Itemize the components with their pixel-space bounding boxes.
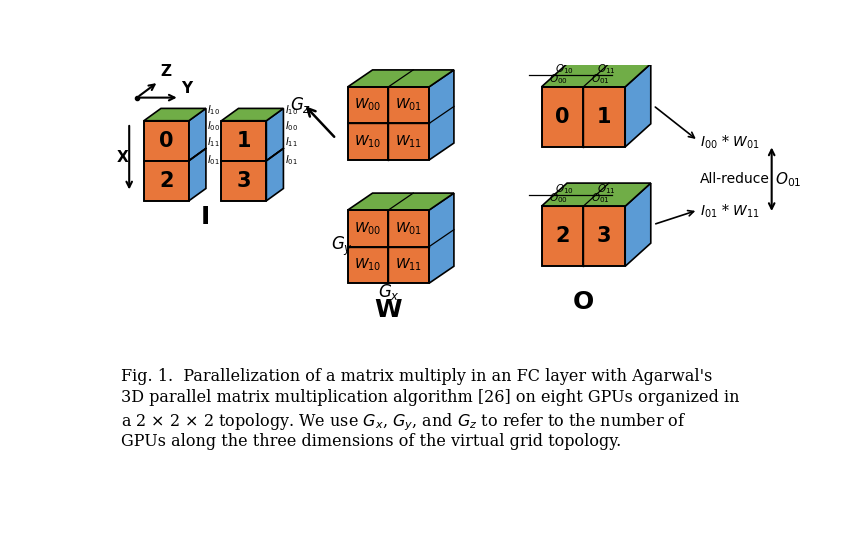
Text: $I_{01}$: $I_{01}$	[207, 153, 220, 168]
Text: Fig. 1.  Parallelization of a matrix multiply in an FC layer with Agarwal's: Fig. 1. Parallelization of a matrix mult…	[121, 368, 713, 385]
Text: $W_{00}$: $W_{00}$	[354, 97, 382, 113]
Text: $I_{00}$: $I_{00}$	[285, 120, 298, 133]
Text: $G_z$: $G_z$	[290, 95, 310, 115]
Text: $O_{11}$: $O_{11}$	[597, 182, 616, 196]
Text: $W_{01}$: $W_{01}$	[396, 97, 422, 113]
Polygon shape	[347, 193, 454, 210]
Text: $G_y$: $G_y$	[331, 235, 353, 258]
Polygon shape	[429, 193, 454, 283]
Polygon shape	[189, 108, 206, 161]
Text: 3: 3	[237, 171, 251, 191]
Polygon shape	[347, 210, 389, 246]
Text: 1: 1	[237, 131, 251, 151]
Text: a 2 $\times$ 2 $\times$ 2 topology. We use $G_x$, $G_y$, and $G_z$ to refer to t: a 2 $\times$ 2 $\times$ 2 topology. We u…	[121, 411, 687, 432]
Polygon shape	[389, 246, 429, 283]
Text: $I_{11}$: $I_{11}$	[285, 135, 298, 150]
Text: $I_{01}$: $I_{01}$	[285, 153, 298, 168]
Text: GPUs along the three dimensions of the virtual grid topology.: GPUs along the three dimensions of the v…	[121, 432, 622, 449]
Text: $W_{00}$: $W_{00}$	[354, 220, 382, 237]
Polygon shape	[189, 149, 206, 201]
Text: 0: 0	[556, 107, 569, 127]
Polygon shape	[347, 123, 389, 160]
Text: $O_{01}$: $O_{01}$	[591, 191, 610, 205]
Polygon shape	[625, 183, 651, 266]
Text: $O_{10}$: $O_{10}$	[556, 182, 574, 196]
Polygon shape	[144, 161, 189, 201]
Text: $I_{10}$: $I_{10}$	[207, 103, 220, 117]
Polygon shape	[267, 108, 284, 161]
Text: X: X	[117, 150, 129, 165]
Polygon shape	[429, 70, 454, 160]
Text: 2: 2	[556, 226, 569, 246]
Polygon shape	[267, 149, 284, 201]
Text: 1: 1	[597, 107, 611, 127]
Text: $O_{00}$: $O_{00}$	[549, 191, 568, 205]
Polygon shape	[221, 161, 267, 201]
Polygon shape	[542, 183, 651, 206]
Text: $W_{11}$: $W_{11}$	[396, 257, 422, 273]
Text: $W_{11}$: $W_{11}$	[396, 133, 422, 150]
Polygon shape	[625, 64, 651, 147]
Text: $I_{01}$ * $W_{11}$: $I_{01}$ * $W_{11}$	[700, 203, 760, 220]
Text: $W_{10}$: $W_{10}$	[354, 257, 382, 273]
Text: $I_{00}$ * $W_{01}$: $I_{00}$ * $W_{01}$	[700, 134, 760, 151]
Polygon shape	[542, 64, 651, 87]
Text: W: W	[375, 298, 402, 322]
Polygon shape	[542, 206, 583, 266]
Text: $O_{01}$: $O_{01}$	[591, 72, 610, 85]
Text: $O_{11}$: $O_{11}$	[597, 63, 616, 76]
Text: $I_{10}$: $I_{10}$	[285, 103, 298, 117]
Text: Y: Y	[181, 81, 193, 96]
Text: All-reduce: All-reduce	[699, 172, 770, 186]
Text: $O_{01}$: $O_{01}$	[775, 170, 802, 189]
Text: $W_{01}$: $W_{01}$	[396, 220, 422, 237]
Polygon shape	[347, 87, 389, 123]
Text: 0: 0	[159, 131, 174, 151]
Text: $G_x$: $G_x$	[378, 282, 399, 302]
Polygon shape	[542, 87, 583, 147]
Polygon shape	[347, 246, 389, 283]
Polygon shape	[144, 121, 189, 161]
Text: O: O	[573, 289, 594, 313]
Polygon shape	[389, 210, 429, 246]
Text: $I_{11}$: $I_{11}$	[207, 135, 220, 150]
Text: $I_{00}$: $I_{00}$	[207, 120, 220, 133]
Polygon shape	[347, 70, 454, 87]
Text: 3: 3	[597, 226, 611, 246]
Polygon shape	[389, 123, 429, 160]
Polygon shape	[389, 87, 429, 123]
Text: Z: Z	[160, 64, 171, 79]
Polygon shape	[583, 206, 625, 266]
Text: $O_{00}$: $O_{00}$	[549, 72, 568, 85]
Text: I: I	[200, 205, 210, 229]
Polygon shape	[221, 108, 284, 121]
Text: $O_{10}$: $O_{10}$	[556, 63, 574, 76]
Polygon shape	[221, 121, 267, 161]
Text: $W_{10}$: $W_{10}$	[354, 133, 382, 150]
Polygon shape	[144, 108, 206, 121]
Text: 3D parallel matrix multiplication algorithm [26] on eight GPUs organized in: 3D parallel matrix multiplication algori…	[121, 390, 740, 406]
Text: 2: 2	[159, 171, 174, 191]
Polygon shape	[583, 87, 625, 147]
